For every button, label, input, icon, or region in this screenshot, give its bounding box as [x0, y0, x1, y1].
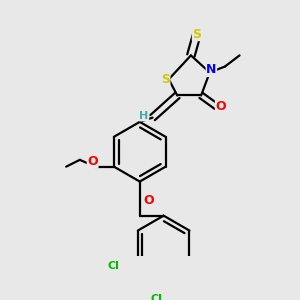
Text: O: O	[215, 100, 226, 113]
Text: N: N	[206, 63, 217, 76]
Text: H: H	[140, 111, 149, 121]
Text: Cl: Cl	[150, 294, 162, 300]
Text: S: S	[161, 73, 170, 86]
Text: Cl: Cl	[108, 261, 120, 272]
Text: O: O	[143, 194, 154, 207]
Text: O: O	[87, 155, 98, 168]
Text: S: S	[192, 28, 201, 40]
